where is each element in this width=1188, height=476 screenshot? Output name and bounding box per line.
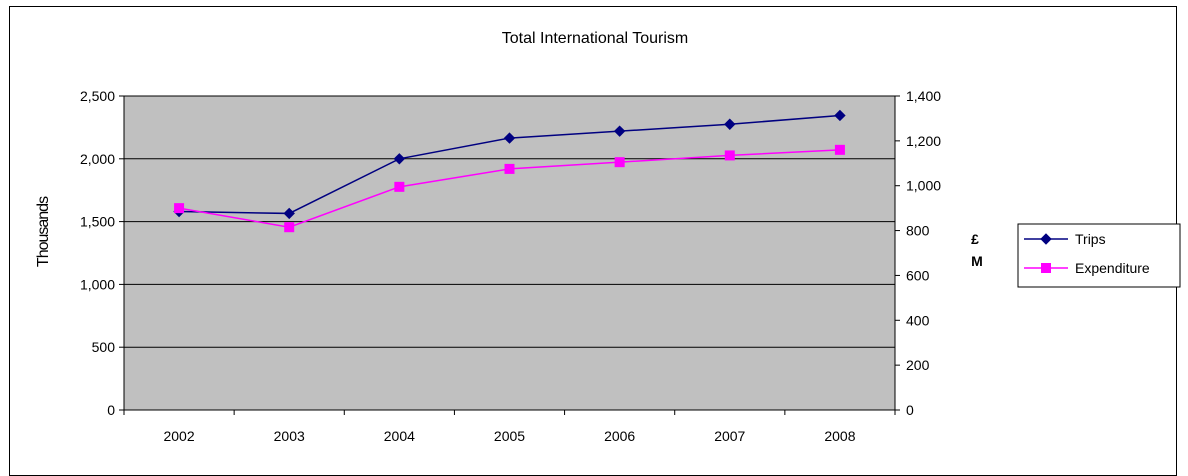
trips-point bbox=[393, 153, 406, 165]
trips-point bbox=[613, 125, 626, 137]
expenditure-point bbox=[834, 144, 845, 155]
trips-point bbox=[834, 109, 846, 122]
legend-marker-trips bbox=[1040, 233, 1052, 245]
x-tick-label: 2003 bbox=[274, 428, 305, 444]
legend: Trips Expenditure bbox=[1017, 223, 1181, 288]
right-axis-ticks: 0 200 400 600 800 1,000 1,200 1,400 bbox=[895, 88, 941, 418]
expenditure-point bbox=[504, 163, 515, 174]
right-tick-label: 1,000 bbox=[906, 178, 941, 194]
expenditure-point bbox=[284, 222, 295, 233]
trips-point bbox=[724, 118, 736, 130]
x-tick-label: 2008 bbox=[824, 428, 855, 444]
axes bbox=[123, 96, 896, 411]
left-tick-label: 2,500 bbox=[80, 88, 115, 104]
legend-marker-expenditure bbox=[1041, 263, 1051, 273]
expenditure-point bbox=[394, 181, 405, 192]
right-tick-label: 1,400 bbox=[906, 88, 941, 104]
chart-svg: Total International Tourism 0 500 1,000 1,5… bbox=[35, 30, 1181, 444]
left-tick-label: 1,000 bbox=[80, 276, 115, 292]
x-tick-label: 2002 bbox=[163, 428, 194, 444]
x-tick-label: 2006 bbox=[604, 428, 635, 444]
right-tick-label: 0 bbox=[906, 402, 914, 418]
right-tick-label: 800 bbox=[906, 223, 930, 239]
series-markers bbox=[173, 109, 846, 233]
expenditure-point bbox=[614, 157, 625, 168]
right-axis-label-line1: £ bbox=[971, 231, 979, 247]
x-tick-label: 2007 bbox=[714, 428, 745, 444]
trips-point bbox=[283, 207, 295, 220]
left-tick-label: 0 bbox=[107, 402, 115, 418]
right-tick-label: 600 bbox=[906, 267, 930, 283]
left-tick-label: 1,500 bbox=[80, 214, 115, 230]
x-axis-ticks: 2002 2003 2004 2005 2006 2007 2008 bbox=[123, 410, 896, 444]
plot-area bbox=[123, 95, 896, 411]
left-tick-label: 500 bbox=[92, 339, 116, 355]
left-tick-label: 2,000 bbox=[80, 151, 115, 167]
expenditure-point bbox=[174, 203, 185, 214]
x-tick-label: 2004 bbox=[384, 428, 415, 444]
chart-title: Total International Tourism bbox=[502, 30, 688, 47]
left-axis-label: Thousands bbox=[35, 196, 52, 267]
legend-label-trips: Trips bbox=[1075, 231, 1106, 247]
expenditure-point bbox=[724, 150, 735, 161]
right-tick-label: 200 bbox=[906, 357, 930, 373]
legend-label-expenditure: Expenditure bbox=[1075, 260, 1150, 276]
gridlines bbox=[124, 95, 895, 348]
right-tick-label: 1,200 bbox=[906, 133, 941, 149]
right-axis-label-line2: M bbox=[971, 253, 983, 269]
trips-point bbox=[503, 132, 516, 144]
left-axis-ticks: 0 500 1,000 1,500 2,000 2,500 bbox=[80, 88, 124, 418]
right-tick-label: 400 bbox=[906, 312, 930, 328]
x-tick-label: 2005 bbox=[494, 428, 525, 444]
